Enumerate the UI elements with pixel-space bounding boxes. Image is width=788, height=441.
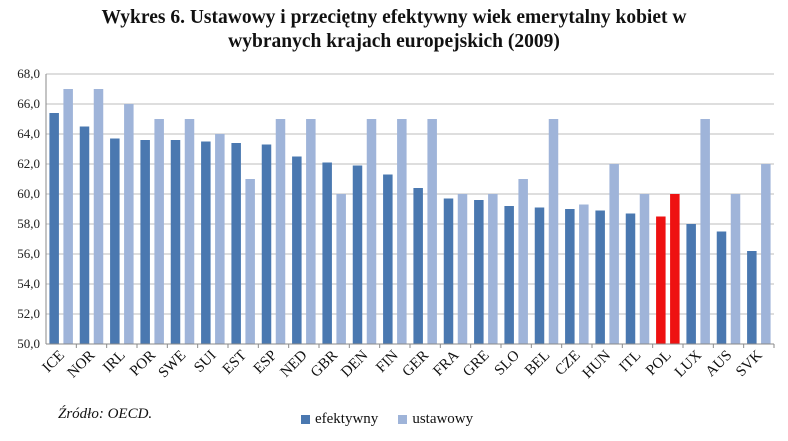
x-tick-label-lux: LUX <box>672 347 705 380</box>
y-axis-tick-labels: 50,0 52,0 54,0 56,0 58,0 60,0 62,0 64,0 66,0 68,0 <box>17 66 40 351</box>
bar-efektywny-aus <box>716 231 727 344</box>
bar-ustawowy-bel <box>548 119 559 344</box>
y-tick-label: 56,0 <box>17 246 40 261</box>
bar-efektywny-swe <box>170 140 181 344</box>
x-tick-label-gbr: GBR <box>308 348 341 381</box>
x-tick-label-ice: ICE <box>40 348 68 376</box>
x-tick-label-itl: ITL <box>617 348 645 376</box>
x-tick-label-den: DEN <box>338 347 371 380</box>
bar-efektywny-esp <box>261 144 272 344</box>
x-tick-label-fra: FRA <box>430 347 462 379</box>
bar-efektywny-fin <box>383 174 393 344</box>
legend-item-efektywny: efektywny <box>301 411 378 428</box>
y-tick-label: 60,0 <box>17 186 40 201</box>
y-tick-label: 66,0 <box>17 96 40 111</box>
x-tick-label-esp: ESP <box>251 348 281 378</box>
legend-swatch-efektywny <box>301 415 310 424</box>
legend-item-ustawowy: ustawowy <box>398 411 473 428</box>
chart-title-line-2: wybranych krajach europejskich (2009) <box>228 31 560 52</box>
bar-ustawowy-aus <box>730 194 741 344</box>
bar-ustawowy-hun <box>609 164 619 344</box>
bar-ustawowy-itl <box>639 194 650 344</box>
bar-ustawowy-slo <box>518 179 528 344</box>
y-tick-label: 62,0 <box>17 156 40 171</box>
bar-efektywny-svk <box>747 251 757 344</box>
bar-efektywny-fra <box>443 198 454 344</box>
bar-efektywny-irl <box>110 138 120 344</box>
bar-efektywny-gbr <box>322 162 332 344</box>
chart-title: Wykres 6. Ustawowy i przeciętny efektywn… <box>0 6 788 54</box>
bar-ustawowy-lux <box>700 119 710 344</box>
x-tick-label-gre: GRE <box>460 348 493 381</box>
bar-efektywny-itl <box>625 213 636 344</box>
bar-ustawowy-swe <box>184 119 195 344</box>
legend-label-ustawowy: ustawowy <box>412 411 474 427</box>
gridlines <box>46 73 774 315</box>
bar-ustawowy-nor <box>93 89 104 344</box>
x-tick-label-slo: SLO <box>492 347 523 378</box>
bar-ustawowy-pol <box>670 194 680 344</box>
x-tick-label-aus: AUS <box>703 348 736 381</box>
y-tick-label: 64,0 <box>17 126 40 141</box>
y-tick-label: 50,0 <box>17 336 40 351</box>
x-tick-label-hun: HUN <box>580 347 614 381</box>
x-tick-label-fin: FIN <box>373 347 402 376</box>
x-tick-label-swe: SWE <box>156 348 190 382</box>
bar-efektywny-gre <box>474 200 484 344</box>
x-tick-label-nor: NOR <box>65 348 99 382</box>
bar-ustawowy-den <box>366 119 377 344</box>
x-tick-label-svk: SVK <box>733 347 766 380</box>
bar-efektywny-lux <box>686 224 696 344</box>
x-tick-label-ned: NED <box>278 347 311 380</box>
x-tick-label-por: POR <box>127 348 159 380</box>
x-tick-label-irl: IRL <box>100 348 128 376</box>
bar-ustawowy-irl <box>124 104 134 344</box>
bar-ustawowy-ger <box>427 119 437 344</box>
bar-ustawowy-fra <box>457 194 468 344</box>
bar-efektywny-ger <box>413 188 423 344</box>
x-tick-label-est: EST <box>220 348 250 378</box>
bars <box>49 89 771 344</box>
x-tick-label-sui: SUI <box>191 348 219 376</box>
legend-swatch-ustawowy <box>398 415 408 424</box>
y-tick-label: 54,0 <box>17 276 40 291</box>
bar-efektywny-slo <box>504 206 514 344</box>
bar-ustawowy-gbr <box>336 194 346 344</box>
legend-label-efektywny: efektywny <box>315 411 379 427</box>
bar-ustawowy-ice <box>63 89 73 344</box>
bar-ustawowy-ned <box>306 119 316 344</box>
y-tick-label: 52,0 <box>17 306 40 321</box>
x-tick-label-pol: POL <box>643 348 674 379</box>
y-tick-label: 58,0 <box>17 216 40 231</box>
bar-ustawowy-esp <box>275 119 286 344</box>
bar-efektywny-hun <box>595 210 605 344</box>
bar-ustawowy-por <box>154 119 164 344</box>
bar-efektywny-cze <box>565 209 575 344</box>
bar-ustawowy-sui <box>215 134 225 344</box>
source-note: Źródło: OECD. <box>58 406 153 422</box>
x-tick-label-cze: CZE <box>552 348 583 379</box>
bar-efektywny-por <box>140 140 150 344</box>
bar-ustawowy-svk <box>761 164 771 344</box>
y-tick-label: 68,0 <box>17 66 40 81</box>
bar-ustawowy-fin <box>397 119 407 344</box>
x-tick-label-bel: BEL <box>522 348 553 379</box>
bar-ustawowy-est <box>245 179 255 344</box>
legend: efektywny ustawowy <box>301 411 493 428</box>
x-tick-label-ger: GER <box>399 348 432 381</box>
bar-efektywny-den <box>352 165 363 344</box>
axes <box>45 74 775 348</box>
bar-efektywny-ned <box>292 156 302 344</box>
bar-efektywny-nor <box>79 126 90 344</box>
bar-efektywny-ice <box>49 113 59 344</box>
bar-efektywny-pol <box>656 216 666 344</box>
bar-efektywny-sui <box>201 141 211 344</box>
bar-ustawowy-gre <box>488 194 498 344</box>
bar-efektywny-bel <box>534 207 545 344</box>
chart-title-line-1: Wykres 6. Ustawowy i przeciętny efektywn… <box>101 7 687 28</box>
bar-efektywny-est <box>231 143 241 344</box>
bar-ustawowy-cze <box>579 204 589 344</box>
